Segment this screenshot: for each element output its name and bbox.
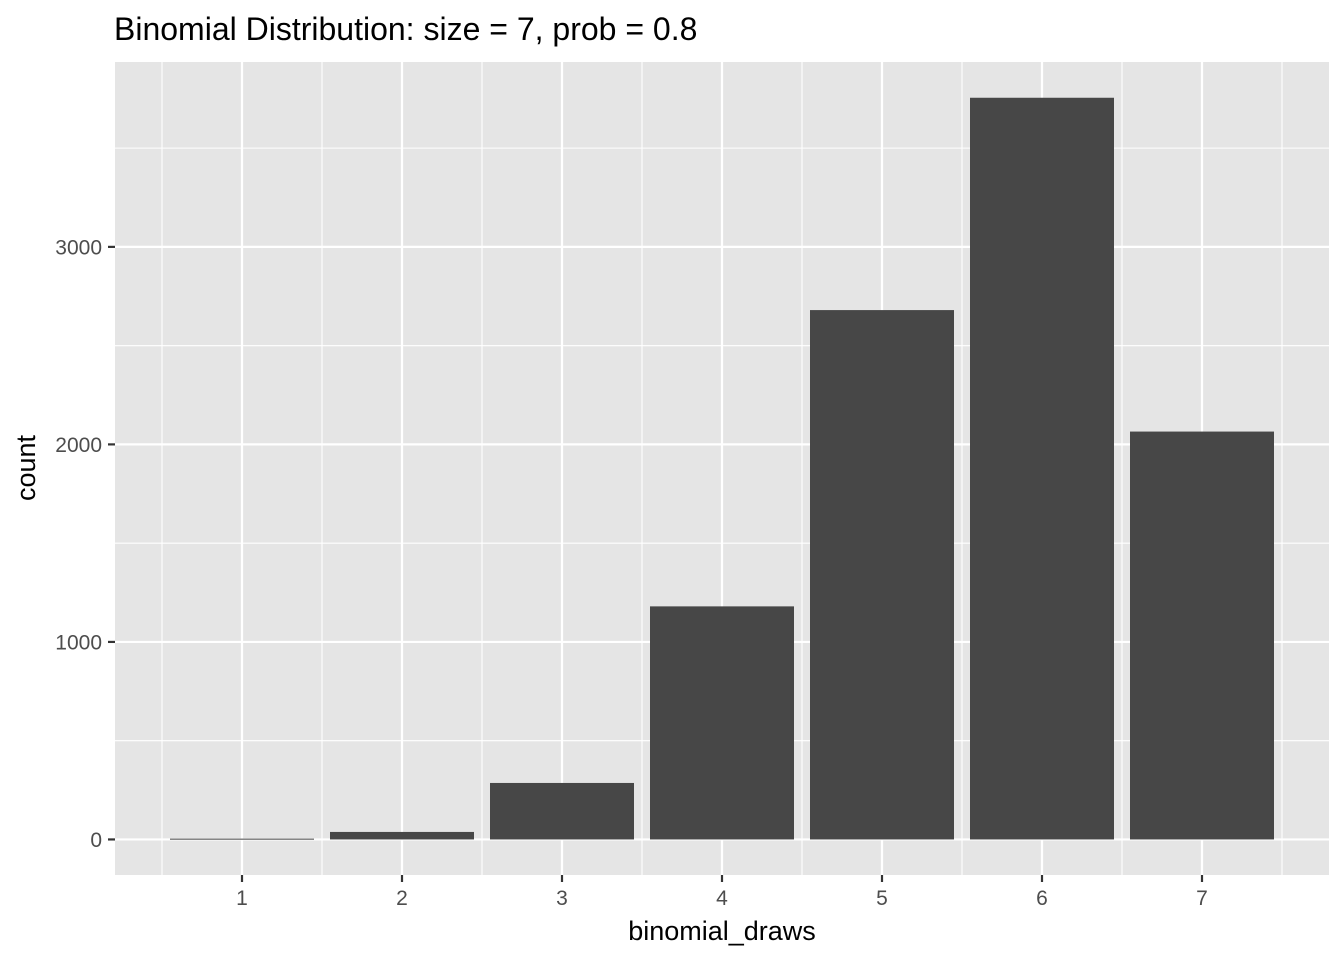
bar-1	[170, 838, 314, 840]
chart-title: Binomial Distribution: size = 7, prob = …	[114, 11, 697, 47]
x-axis: 1 2 3 4 5 6 7	[236, 875, 1208, 910]
x-tick-label: 1	[236, 887, 248, 910]
x-axis-title: binomial_draws	[628, 916, 816, 946]
x-tick-label: 3	[556, 887, 568, 910]
bar-5	[810, 310, 954, 840]
bar-3	[490, 782, 634, 840]
bars	[170, 97, 1274, 840]
y-tick-label: 3000	[55, 236, 102, 259]
bar-6	[970, 97, 1114, 840]
x-tick-label: 5	[876, 887, 888, 910]
y-tick-label: 2000	[55, 434, 102, 457]
y-axis: 0 1000 2000 3000	[55, 236, 115, 852]
y-tick-label: 0	[90, 829, 102, 852]
x-tick-label: 6	[1036, 887, 1048, 910]
bar-7	[1130, 431, 1274, 840]
y-tick-label: 1000	[55, 631, 102, 654]
bar-4	[650, 606, 794, 840]
x-tick-label: 4	[716, 887, 728, 910]
bar-2	[330, 831, 474, 840]
y-axis-title: count	[11, 434, 41, 501]
x-tick-label: 7	[1196, 887, 1208, 910]
x-tick-label: 2	[396, 887, 408, 910]
